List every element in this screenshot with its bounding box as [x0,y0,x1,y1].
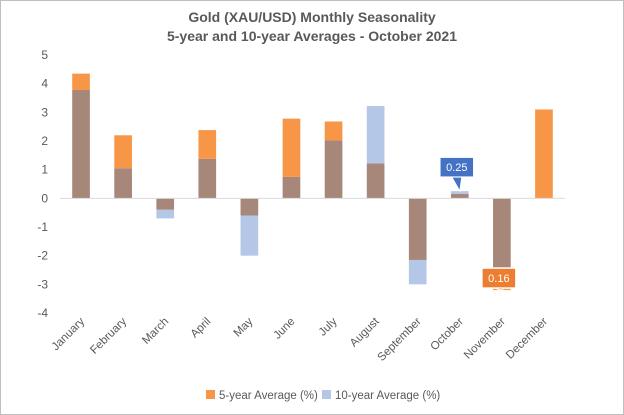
bar-10yr [156,209,175,219]
bar-overlap [366,163,385,199]
callout-pointer [493,287,506,291]
bar-5yr [282,118,301,177]
bar-overlap [282,176,301,199]
callout-label: 0.25 [446,162,467,174]
x-tick-label: August [348,315,382,349]
x-tick-label: February [88,315,129,356]
y-tick-label: 1 [41,163,48,177]
x-tick-label: September [376,316,424,364]
legend-label-10yr: 10-year Average (%) [335,390,440,402]
bar-series [72,73,553,291]
bar-10yr [366,106,385,164]
y-tick-label: -2 [37,249,48,263]
legend-swatch-5yr [206,390,215,399]
callout-pointer [450,176,463,193]
y-axis: 5 4 3 2 1 0 -1 -2 -3 -4 [37,48,48,320]
legend-label-5yr: 5-year Average (%) [219,390,318,402]
bar-overlap [450,193,469,199]
bar-overlap [198,158,217,199]
x-axis-labels: January February March April May June July Augu… [50,315,550,364]
x-tick-label: June [271,316,297,342]
callout-label: 0.16 [488,273,509,285]
legend: 5-year Average (%) 10-year Average (%) [206,390,440,402]
chart-title: Gold (XAU/USD) Monthly Seasonality [188,9,436,25]
bar-overlap [324,140,343,199]
y-tick-label: -3 [37,277,48,291]
bar-5yr [198,130,217,159]
x-tick-label: December [504,316,550,362]
bar-10yr [408,259,427,285]
y-tick-label: 0 [41,191,48,205]
bar-10yr [450,191,469,194]
bar-5yr [72,73,90,90]
bar-overlap [493,198,511,276]
bar-overlap [408,198,427,260]
chart-subtitle: 5-year and 10-year Averages - October 20… [167,28,457,44]
bar-overlap [114,168,132,199]
x-tick-label: January [50,315,88,353]
x-tick-label: November [462,316,508,362]
y-tick-label: 2 [41,134,48,148]
x-tick-label: July [317,315,340,338]
x-tick-label: April [189,316,214,341]
bar-10yr [240,215,259,256]
bar-overlap [156,198,175,210]
x-tick-label: October [428,316,466,354]
bar-5yr [114,135,132,169]
legend-swatch-10yr [322,390,331,399]
y-tick-label: -4 [37,306,48,320]
x-tick-label: March [140,316,171,347]
y-tick-label: -1 [37,220,48,234]
bar-overlap [72,89,90,199]
x-tick-label: May [232,315,256,339]
bar-overlap [240,198,259,216]
y-tick-label: 3 [41,105,48,119]
y-tick-label: 5 [41,48,48,62]
annotations: 0.25 0.16 [439,156,517,291]
y-tick-label: 4 [41,77,48,91]
bar-5yr [324,121,343,141]
bar-5yr [535,109,553,199]
